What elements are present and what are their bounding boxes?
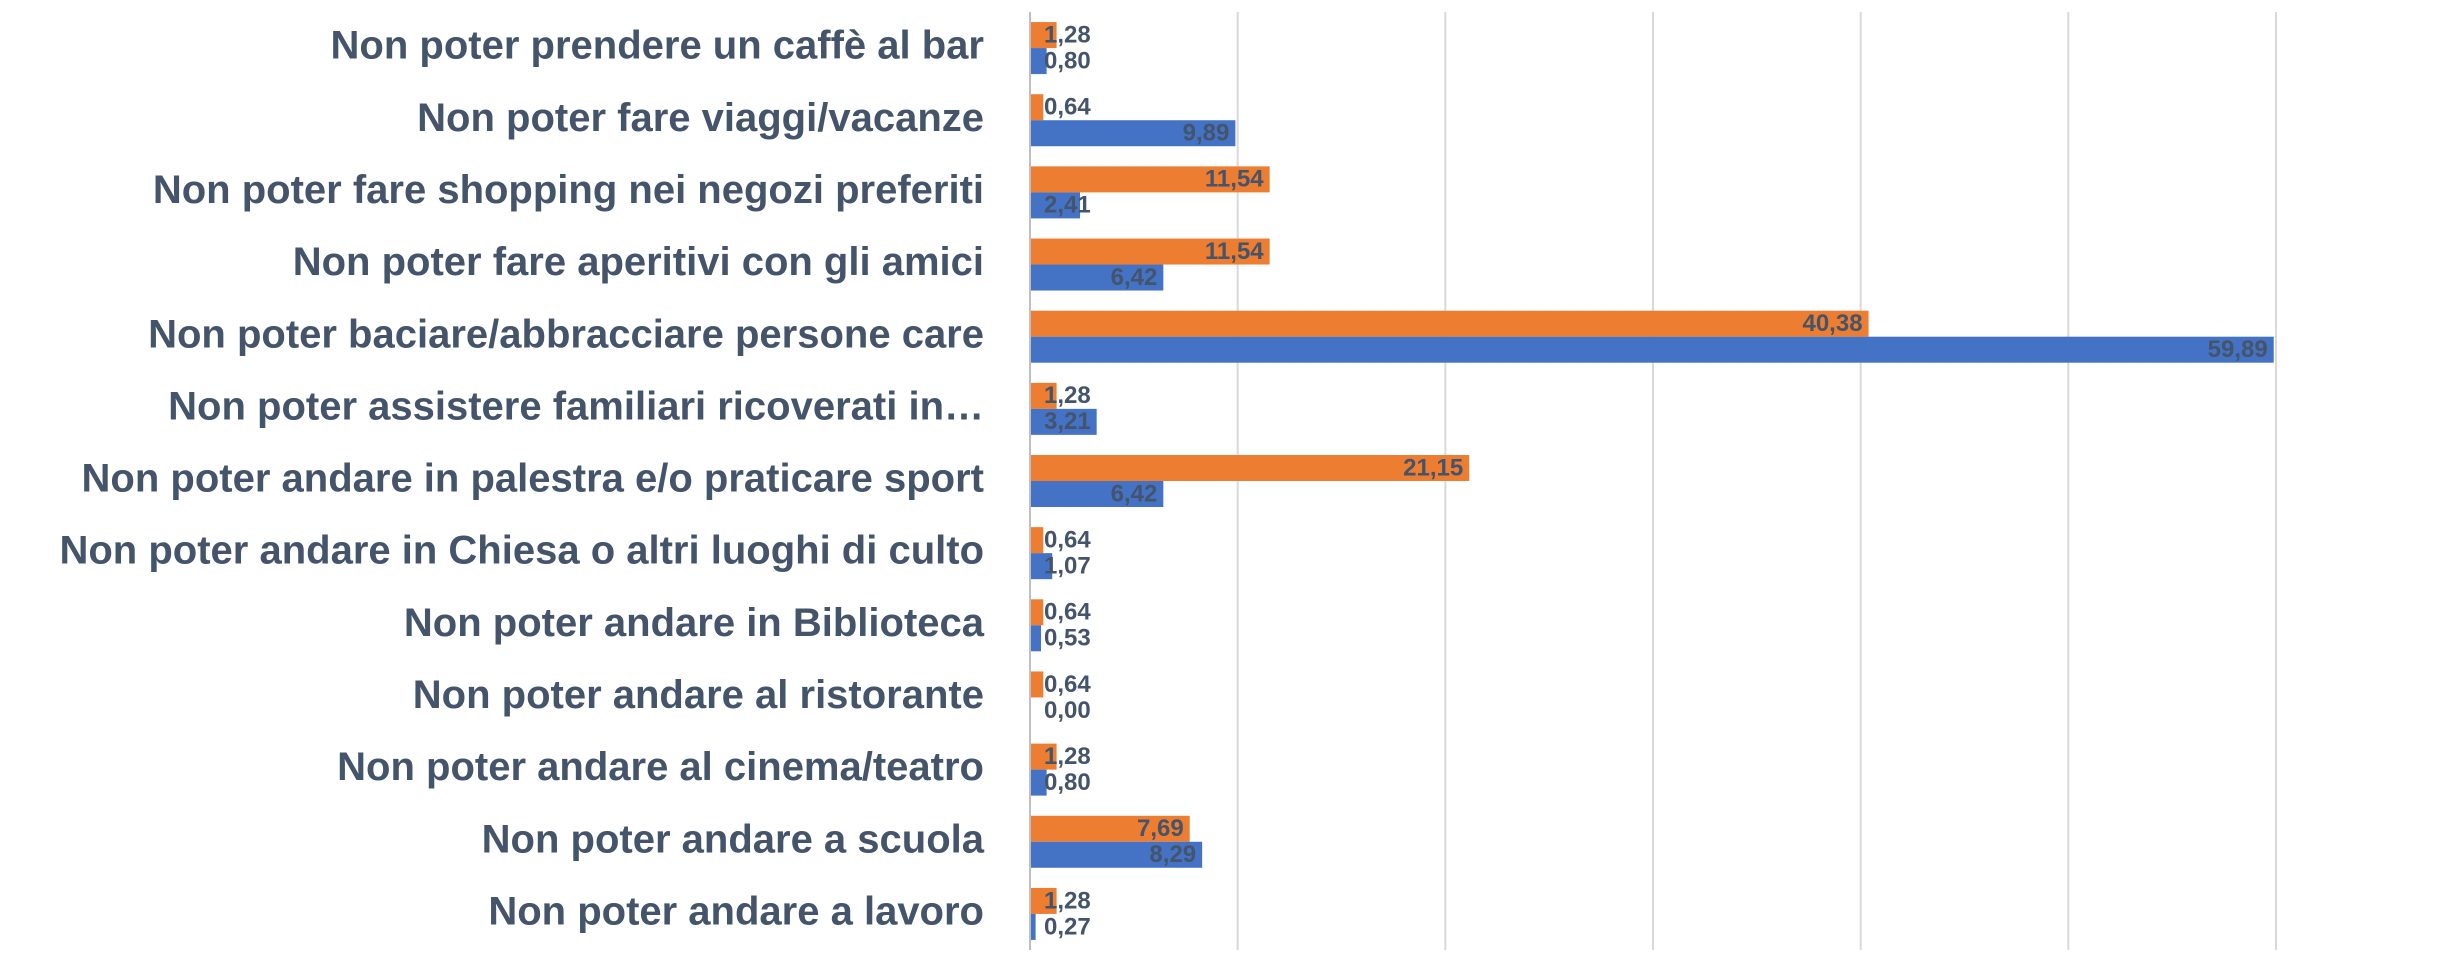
data-label: 6,42 <box>1111 480 1158 507</box>
data-label: 11,54 <box>1205 166 1264 193</box>
category-label: Non poter fare viaggi/vacanze <box>417 96 984 140</box>
data-label: 1,28 <box>1044 21 1091 48</box>
category-label: Non poter andare in palestra e/o pratica… <box>82 457 984 501</box>
category-label: Non poter andare in Chiesa o altri luogh… <box>59 529 984 573</box>
category-label: Non poter assistere familiari ricoverati… <box>168 384 984 428</box>
category-label: Non poter andare al ristorante <box>413 673 984 717</box>
category-label: Non poter andare in Biblioteca <box>404 601 985 645</box>
bar <box>1030 48 1047 75</box>
data-label: 0,27 <box>1044 913 1091 940</box>
bar <box>1030 310 1869 337</box>
category-label: Non poter fare shopping nei negozi prefe… <box>153 168 984 212</box>
bar <box>1030 264 1164 291</box>
bar <box>1030 599 1044 626</box>
data-label: 1,28 <box>1044 887 1091 914</box>
data-label: 7,69 <box>1137 815 1184 842</box>
bar <box>1030 455 1470 481</box>
bar <box>1030 382 1057 409</box>
bar <box>1030 527 1044 554</box>
category-label: Non poter fare aperitivi con gli amici <box>293 240 984 284</box>
bar <box>1030 120 1236 147</box>
category-label: Non poter andare al cinema/teatro <box>337 745 984 789</box>
data-label: 1,07 <box>1044 552 1091 579</box>
data-label: 59,89 <box>2208 336 2268 363</box>
bar <box>1030 166 1270 193</box>
bar <box>1030 553 1053 580</box>
data-label: 0,64 <box>1044 671 1091 698</box>
bar <box>1030 94 1044 121</box>
data-label: 40,38 <box>1802 310 1862 337</box>
data-label: 0,53 <box>1044 625 1091 652</box>
data-label: 0,64 <box>1044 94 1091 121</box>
category-label: Non poter andare a scuola <box>482 817 985 861</box>
data-label: 1,28 <box>1044 382 1091 409</box>
data-label: 0,80 <box>1044 47 1091 74</box>
bar <box>1030 841 1203 868</box>
data-label: 8,29 <box>1149 841 1196 868</box>
bar <box>1030 192 1081 219</box>
data-label: 0,00 <box>1044 697 1091 724</box>
data-label: 6,42 <box>1111 264 1158 291</box>
bar <box>1030 336 2274 363</box>
bar <box>1030 22 1057 49</box>
bar <box>1030 671 1044 698</box>
bar <box>1030 481 1164 507</box>
data-label: 0,64 <box>1044 599 1091 626</box>
bar <box>1030 913 1036 940</box>
bar <box>1030 408 1097 435</box>
data-label: 11,54 <box>1205 238 1264 265</box>
data-label: 21,15 <box>1403 454 1463 481</box>
data-label: 0,80 <box>1044 769 1091 796</box>
category-label: Non poter andare a lavoro <box>488 889 984 933</box>
data-label: 1,28 <box>1044 743 1091 770</box>
bar <box>1030 625 1042 652</box>
bar <box>1030 887 1057 914</box>
category-label: Non poter prendere un caffè al bar <box>331 24 984 68</box>
data-label: 3,21 <box>1044 408 1091 435</box>
category-label: Non poter baciare/abbracciare persone ca… <box>148 312 984 356</box>
data-label: 2,41 <box>1044 192 1091 219</box>
bar <box>1030 815 1190 842</box>
bar <box>1030 769 1047 796</box>
data-label: 9,89 <box>1183 120 1230 147</box>
data-label: 0,64 <box>1044 526 1091 553</box>
bar <box>1030 743 1057 770</box>
bar <box>1030 238 1270 265</box>
